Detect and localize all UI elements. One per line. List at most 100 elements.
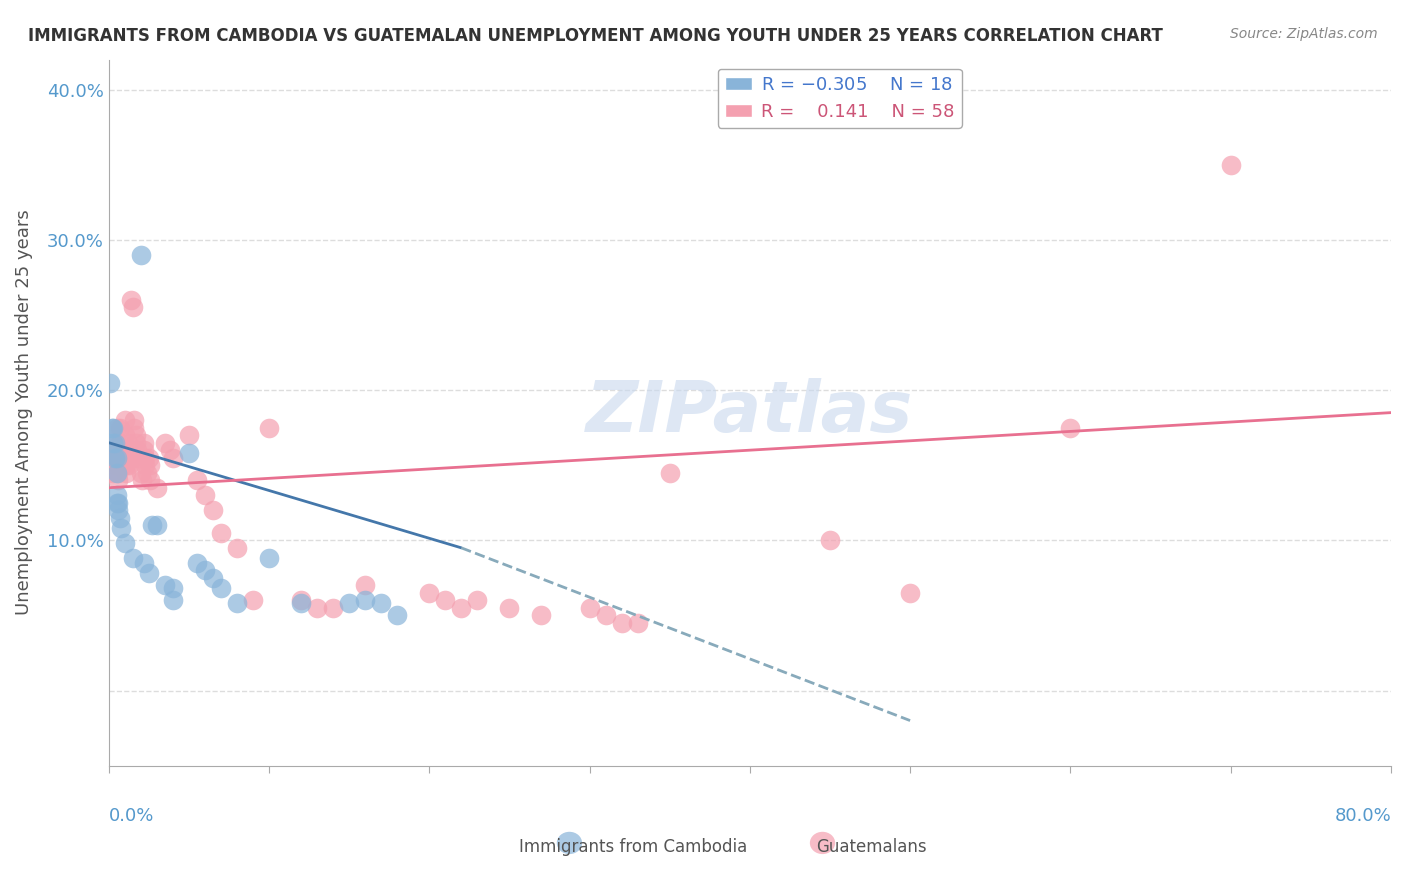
Text: 80.0%: 80.0% <box>1334 806 1391 824</box>
Text: 0.0%: 0.0% <box>108 806 155 824</box>
Point <box>117 450 139 465</box>
Point <box>114 413 136 427</box>
Point <box>145 518 167 533</box>
Point <box>194 488 217 502</box>
Point <box>132 443 155 458</box>
Point <box>1219 158 1241 172</box>
Point <box>107 496 129 510</box>
Point <box>242 593 264 607</box>
Point <box>110 450 132 465</box>
Point <box>114 443 136 458</box>
Legend: R = $-$0.305    N = 18, R =    0.141    N = 58: R = $-$0.305 N = 18, R = 0.141 N = 58 <box>717 69 962 128</box>
Point <box>114 428 136 442</box>
Point <box>434 593 457 607</box>
Point <box>105 450 128 465</box>
Point <box>115 458 138 473</box>
Point <box>141 518 163 533</box>
Point <box>103 466 125 480</box>
Point <box>186 473 208 487</box>
Text: Source: ZipAtlas.com: Source: ZipAtlas.com <box>1230 27 1378 41</box>
Point <box>290 593 312 607</box>
Point <box>110 521 132 535</box>
Point <box>626 615 648 630</box>
Text: IMMIGRANTS FROM CAMBODIA VS GUATEMALAN UNEMPLOYMENT AMONG YOUTH UNDER 25 YEARS C: IMMIGRANTS FROM CAMBODIA VS GUATEMALAN U… <box>28 27 1163 45</box>
Point <box>136 466 159 480</box>
Point <box>105 496 128 510</box>
Text: Guatemalans: Guatemalans <box>817 838 927 856</box>
Point <box>354 578 377 592</box>
Point <box>115 466 138 480</box>
Point <box>107 458 129 473</box>
Point <box>105 488 128 502</box>
Point <box>120 293 142 307</box>
Point <box>450 601 472 615</box>
Y-axis label: Unemployment Among Youth under 25 years: Unemployment Among Youth under 25 years <box>15 210 32 615</box>
Point <box>290 596 312 610</box>
Point <box>385 608 408 623</box>
Point <box>530 608 553 623</box>
Point <box>122 413 145 427</box>
Point <box>131 473 153 487</box>
Point <box>125 435 148 450</box>
Point <box>257 551 280 566</box>
Point <box>354 593 377 607</box>
Point <box>498 601 520 615</box>
Point <box>610 615 633 630</box>
Point <box>898 586 921 600</box>
Point <box>103 435 125 450</box>
Point <box>118 458 141 473</box>
Point <box>112 458 135 473</box>
Point <box>138 450 160 465</box>
Point <box>101 450 124 465</box>
Point <box>104 443 127 458</box>
Point <box>201 503 224 517</box>
Point <box>1059 420 1081 434</box>
Point <box>201 571 224 585</box>
Point <box>194 563 217 577</box>
Point <box>107 466 129 480</box>
Point <box>105 435 128 450</box>
Point <box>818 533 841 548</box>
Point <box>162 450 184 465</box>
Point <box>370 596 392 610</box>
Point <box>134 450 156 465</box>
Point <box>418 586 440 600</box>
Point <box>114 450 136 465</box>
Point <box>105 466 128 480</box>
Point <box>578 601 600 615</box>
Point <box>103 420 125 434</box>
Text: ZIPatlas: ZIPatlas <box>586 378 914 447</box>
Point <box>114 536 136 550</box>
Point <box>186 556 208 570</box>
Point <box>108 510 131 524</box>
Point <box>595 608 617 623</box>
Point <box>122 420 145 434</box>
Point <box>257 420 280 434</box>
Point <box>209 582 232 596</box>
Text: Immigrants from Cambodia: Immigrants from Cambodia <box>519 838 747 856</box>
Point <box>129 466 152 480</box>
Point <box>305 601 328 615</box>
Point <box>162 593 184 607</box>
Point <box>138 566 160 581</box>
Point <box>120 450 142 465</box>
Point <box>105 420 128 434</box>
Point <box>139 473 162 487</box>
Point <box>132 556 155 570</box>
Point <box>128 450 150 465</box>
Point <box>117 435 139 450</box>
Point <box>98 376 121 390</box>
Point <box>209 525 232 540</box>
Point <box>104 450 127 465</box>
Point <box>132 435 155 450</box>
Point <box>108 420 131 434</box>
Point <box>121 301 143 315</box>
Point <box>134 458 156 473</box>
Point <box>177 428 200 442</box>
Point <box>225 541 247 555</box>
Point <box>121 551 143 566</box>
Point <box>139 458 162 473</box>
Point <box>322 601 344 615</box>
Point <box>153 578 176 592</box>
Point <box>129 248 152 262</box>
